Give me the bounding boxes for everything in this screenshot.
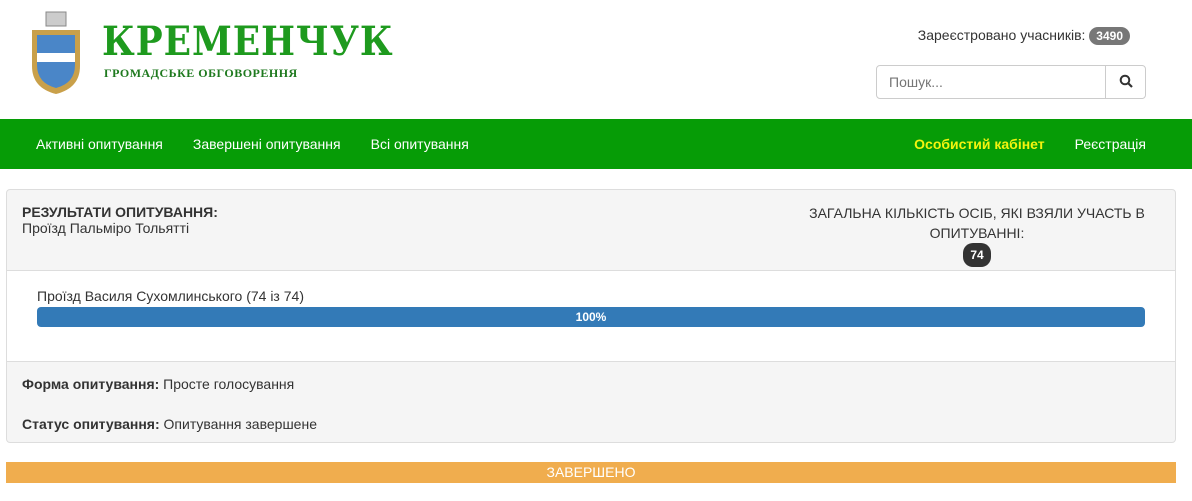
registered-users: Зареєстровано учасників: 3490 [918,27,1130,45]
nav-all-polls[interactable]: Всі опитування [370,136,469,152]
poll-options: Проїзд Василя Сухомлинського (74 із 74) … [7,271,1175,362]
form-label: Форма опитування: [22,376,160,392]
brand-subtitle: ГРОМАДСЬКЕ ОБГОВОРЕННЯ [104,66,298,80]
nav-register[interactable]: Реєстрація [1074,136,1146,152]
panel-heading: РЕЗУЛЬТАТИ ОПИТУВАННЯ: Проїзд Пальміро Т… [7,190,1175,271]
poll-info: Форма опитування: Просте голосування Ста… [7,362,1175,446]
registered-label: Зареєстровано учасників: [917,27,1086,43]
poll-results-panel: РЕЗУЛЬТАТИ ОПИТУВАННЯ: Проїзд Пальміро Т… [6,189,1176,443]
results-title: РЕЗУЛЬТАТИ ОПИТУВАННЯ: [22,204,218,220]
site-logo[interactable]: КРЕМЕНЧУК ГРОМАДСЬКЕ ОБГОВОРЕННЯ [24,8,393,98]
brand-name: КРЕМЕНЧУК [102,18,394,65]
poll-status: Статус опитування: Опитування завершене [22,414,1160,434]
main-nav: Активні опитування Завершені опитування … [0,119,1192,169]
search-input[interactable] [877,66,1105,98]
search-form [876,65,1146,99]
poll-form: Форма опитування: Просте голосування [22,374,1160,394]
total-count-badge: 74 [963,243,991,267]
total-participants: ЗАГАЛЬНА КІЛЬКІСТЬ ОСІБ, ЯКІ ВЗЯЛИ УЧАСТ… [807,203,1147,267]
coat-of-arms-icon [32,11,80,94]
nav-active-polls[interactable]: Активні опитування [36,136,163,152]
option-label: Проїзд Василя Сухомлинського (74 із 74) [37,288,304,304]
form-value: Просте голосування [163,376,295,392]
registered-count-badge: 3490 [1089,27,1130,45]
nav-cabinet[interactable]: Особистий кабінет [914,136,1045,152]
status-value: Опитування завершене [163,416,317,432]
status-label: Статус опитування: [22,416,160,432]
status-banner: ЗАВЕРШЕНО [6,462,1176,483]
total-label: ЗАГАЛЬНА КІЛЬКІСТЬ ОСІБ, ЯКІ ВЗЯЛИ УЧАСТ… [809,205,1145,241]
search-button[interactable] [1105,66,1145,98]
search-icon [1119,74,1133,88]
poll-name: Проїзд Пальміро Тольятті [22,220,190,236]
nav-completed-polls[interactable]: Завершені опитування [192,136,341,152]
option-progress-bar: 100% [37,307,1145,327]
